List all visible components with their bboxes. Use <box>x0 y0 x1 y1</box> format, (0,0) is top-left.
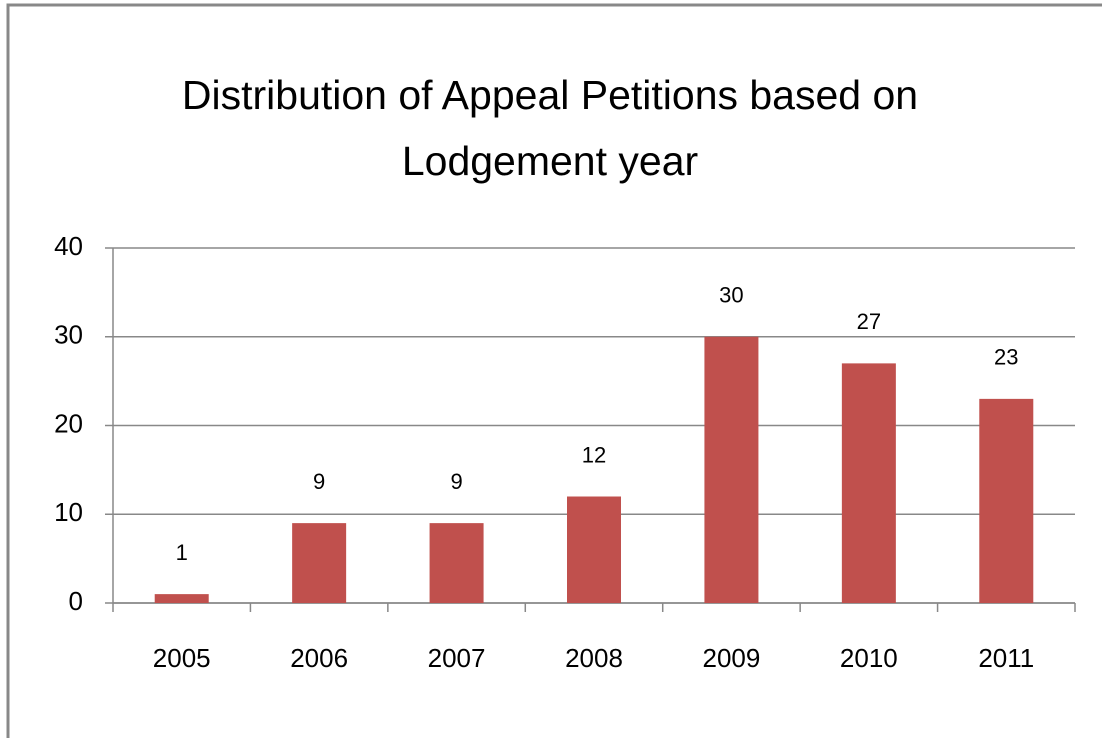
x-tick-label: 2011 <box>978 643 1034 673</box>
value-label: 9 <box>450 469 462 494</box>
value-label: 9 <box>313 469 325 494</box>
x-tick-label: 2008 <box>565 643 623 673</box>
value-label: 27 <box>857 309 881 334</box>
bar <box>979 398 1034 603</box>
bar <box>567 496 621 603</box>
y-tick-label: 10 <box>54 497 83 527</box>
y-tick-label: 30 <box>54 320 83 350</box>
chart-border <box>6 3 1102 738</box>
bar <box>292 523 347 603</box>
y-tick-label: 20 <box>54 408 83 438</box>
x-tick-label: 2006 <box>290 643 348 673</box>
bar <box>429 523 484 603</box>
x-tick-label: 2005 <box>153 643 211 673</box>
x-tick-label: 2007 <box>428 643 486 673</box>
value-label: 1 <box>176 540 188 565</box>
y-tick-label: 40 <box>54 231 83 261</box>
bar <box>704 336 759 603</box>
x-tick-label: 2009 <box>703 643 761 673</box>
value-label: 30 <box>719 283 743 308</box>
bar <box>841 363 896 603</box>
value-label: 23 <box>994 345 1018 370</box>
value-label: 12 <box>582 442 606 467</box>
x-tick-label: 2010 <box>840 643 898 673</box>
y-tick-label: 0 <box>69 586 83 616</box>
chart-title: Distribution of Appeal Petitions based o… <box>181 72 919 184</box>
bar <box>154 594 209 603</box>
